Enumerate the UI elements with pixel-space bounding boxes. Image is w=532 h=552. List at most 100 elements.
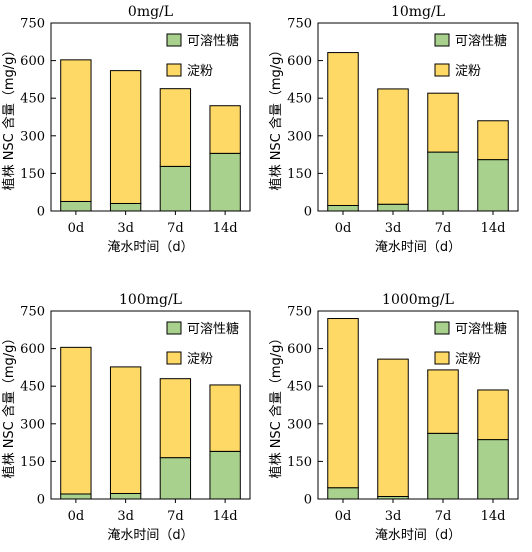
y-axis-label: 植株 NSC 含量（mg/g） (1, 44, 17, 191)
x-axis-label: 淹水时间（d） (107, 240, 193, 255)
bar-starch-0d (327, 318, 359, 489)
y-tick-label: 450 (20, 380, 45, 395)
x-axis-label: 淹水时间（d） (375, 528, 461, 543)
legend-swatch-starch (434, 351, 450, 365)
x-tick-label: 7d (435, 221, 452, 236)
bar-soluble-sugar-14d (477, 439, 509, 500)
y-tick-label: 150 (287, 167, 312, 182)
x-tick-label: 14d (213, 509, 238, 524)
x-tick-label: 0d (335, 509, 352, 524)
legend-swatch-soluble-sugar (166, 321, 182, 335)
bar-soluble-sugar-14d (209, 450, 241, 500)
y-tick-label: 450 (287, 380, 312, 395)
y-tick-label: 300 (287, 417, 312, 432)
y-tick-label: 450 (287, 92, 312, 107)
legend-swatch-soluble-sugar (434, 33, 450, 47)
bar-soluble-sugar-7d (159, 457, 192, 500)
chart-panel-2: 100mg/L 0d 3d 7d 14d 0 150 300 450 600 750 淹水时间（d） 植… (1, 292, 251, 543)
y-tick-label: 150 (20, 167, 45, 182)
chart-title: 0mg/L (128, 4, 173, 20)
chart-panel-0: 0mg/L 0d 3d 7d 14d 0 150 300 450 600 750 淹水时间（d） 植株 … (1, 4, 251, 255)
bar-soluble-sugar-0d (60, 493, 92, 500)
chart-panel-3: 1000mg/L 0d 3d 7d 14d 0 150 300 450 600 750 淹水时间（d）… (268, 292, 519, 543)
y-tick-label: 750 (287, 305, 312, 320)
y-tick-label: 300 (20, 417, 45, 432)
x-axis-label: 淹水时间（d） (375, 240, 461, 255)
x-tick-label: 3d (385, 221, 402, 236)
bar-starch-0d (60, 346, 92, 495)
bar-starch-0d (60, 59, 92, 202)
y-tick-label: 750 (20, 17, 45, 32)
y-axis-label: 植株 NSC 含量（mg/g） (268, 44, 284, 191)
x-tick-label: 14d (213, 221, 238, 236)
y-tick-label: 150 (20, 455, 45, 470)
bar-soluble-sugar-7d (159, 165, 192, 212)
bar-starch-14d (209, 105, 241, 154)
bar-starch-7d (159, 378, 192, 459)
x-tick-label: 0d (335, 221, 352, 236)
bar-soluble-sugar-14d (209, 152, 241, 212)
bar-starch-0d (327, 52, 359, 206)
bar-soluble-sugar-3d (377, 203, 409, 212)
chart-title: 100mg/L (119, 292, 182, 308)
chart-panel-1: 10mg/L 0d 3d 7d 14d 0 150 300 450 600 750 淹水时间（d） 植株… (268, 4, 519, 255)
y-axis-label: 植株 NSC 含量（mg/g） (1, 332, 17, 479)
bar-soluble-sugar-0d (327, 487, 359, 500)
x-tick-label: 0d (68, 221, 85, 236)
bar-soluble-sugar-0d (327, 204, 359, 212)
plot-frame (317, 22, 519, 212)
x-tick-label: 7d (167, 509, 184, 524)
bar-starch-7d (427, 369, 459, 434)
x-axis-label: 淹水时间（d） (107, 528, 193, 543)
y-tick-label: 750 (287, 17, 312, 32)
y-tick-label: 450 (20, 92, 45, 107)
bar-starch-3d (377, 358, 409, 497)
x-tick-label: 3d (117, 221, 134, 236)
bar-starch-14d (209, 384, 241, 452)
bar-soluble-sugar-7d (427, 432, 459, 500)
y-tick-label: 600 (287, 54, 312, 69)
legend-label-starch: 淀粉 (187, 352, 213, 367)
legend-label-soluble-sugar: 可溶性糖 (455, 321, 507, 337)
y-tick-label: 0 (304, 493, 312, 508)
x-tick-label: 3d (117, 509, 134, 524)
x-tick-label: 0d (68, 509, 85, 524)
legend-label-starch: 淀粉 (187, 64, 213, 79)
y-tick-label: 600 (287, 342, 312, 357)
bar-starch-14d (477, 389, 509, 441)
bar-soluble-sugar-0d (60, 200, 92, 212)
y-tick-label: 150 (287, 455, 312, 470)
bar-starch-3d (109, 366, 142, 494)
bar-starch-3d (377, 88, 409, 205)
legend-label-soluble-sugar: 可溶性糖 (187, 33, 239, 49)
chart-title: 10mg/L (391, 4, 445, 20)
bar-starch-7d (159, 88, 192, 167)
y-tick-label: 300 (20, 129, 45, 144)
y-tick-label: 0 (304, 205, 312, 220)
bar-starch-14d (477, 120, 509, 161)
x-tick-label: 7d (167, 221, 184, 236)
bar-starch-3d (109, 70, 142, 204)
legend-label-starch: 淀粉 (455, 352, 481, 367)
bar-soluble-sugar-3d (109, 492, 142, 500)
bar-soluble-sugar-14d (477, 159, 509, 212)
legend-swatch-soluble-sugar (434, 321, 450, 335)
plot-frame (50, 22, 251, 212)
y-tick-label: 600 (20, 342, 45, 357)
x-tick-label: 14d (481, 221, 506, 236)
legend-swatch-starch (434, 63, 450, 77)
legend-swatch-starch (166, 63, 182, 77)
y-tick-label: 0 (37, 493, 45, 508)
chart-title: 1000mg/L (382, 292, 454, 308)
x-tick-label: 7d (435, 509, 452, 524)
y-tick-label: 600 (20, 54, 45, 69)
legend-swatch-starch (166, 351, 182, 365)
legend-label-starch: 淀粉 (455, 64, 481, 79)
bar-starch-7d (427, 92, 459, 153)
y-axis-label: 植株 NSC 含量（mg/g） (268, 332, 284, 479)
y-tick-label: 750 (20, 305, 45, 320)
y-tick-label: 0 (37, 205, 45, 220)
plot-frame (50, 310, 251, 500)
x-tick-label: 14d (481, 509, 506, 524)
